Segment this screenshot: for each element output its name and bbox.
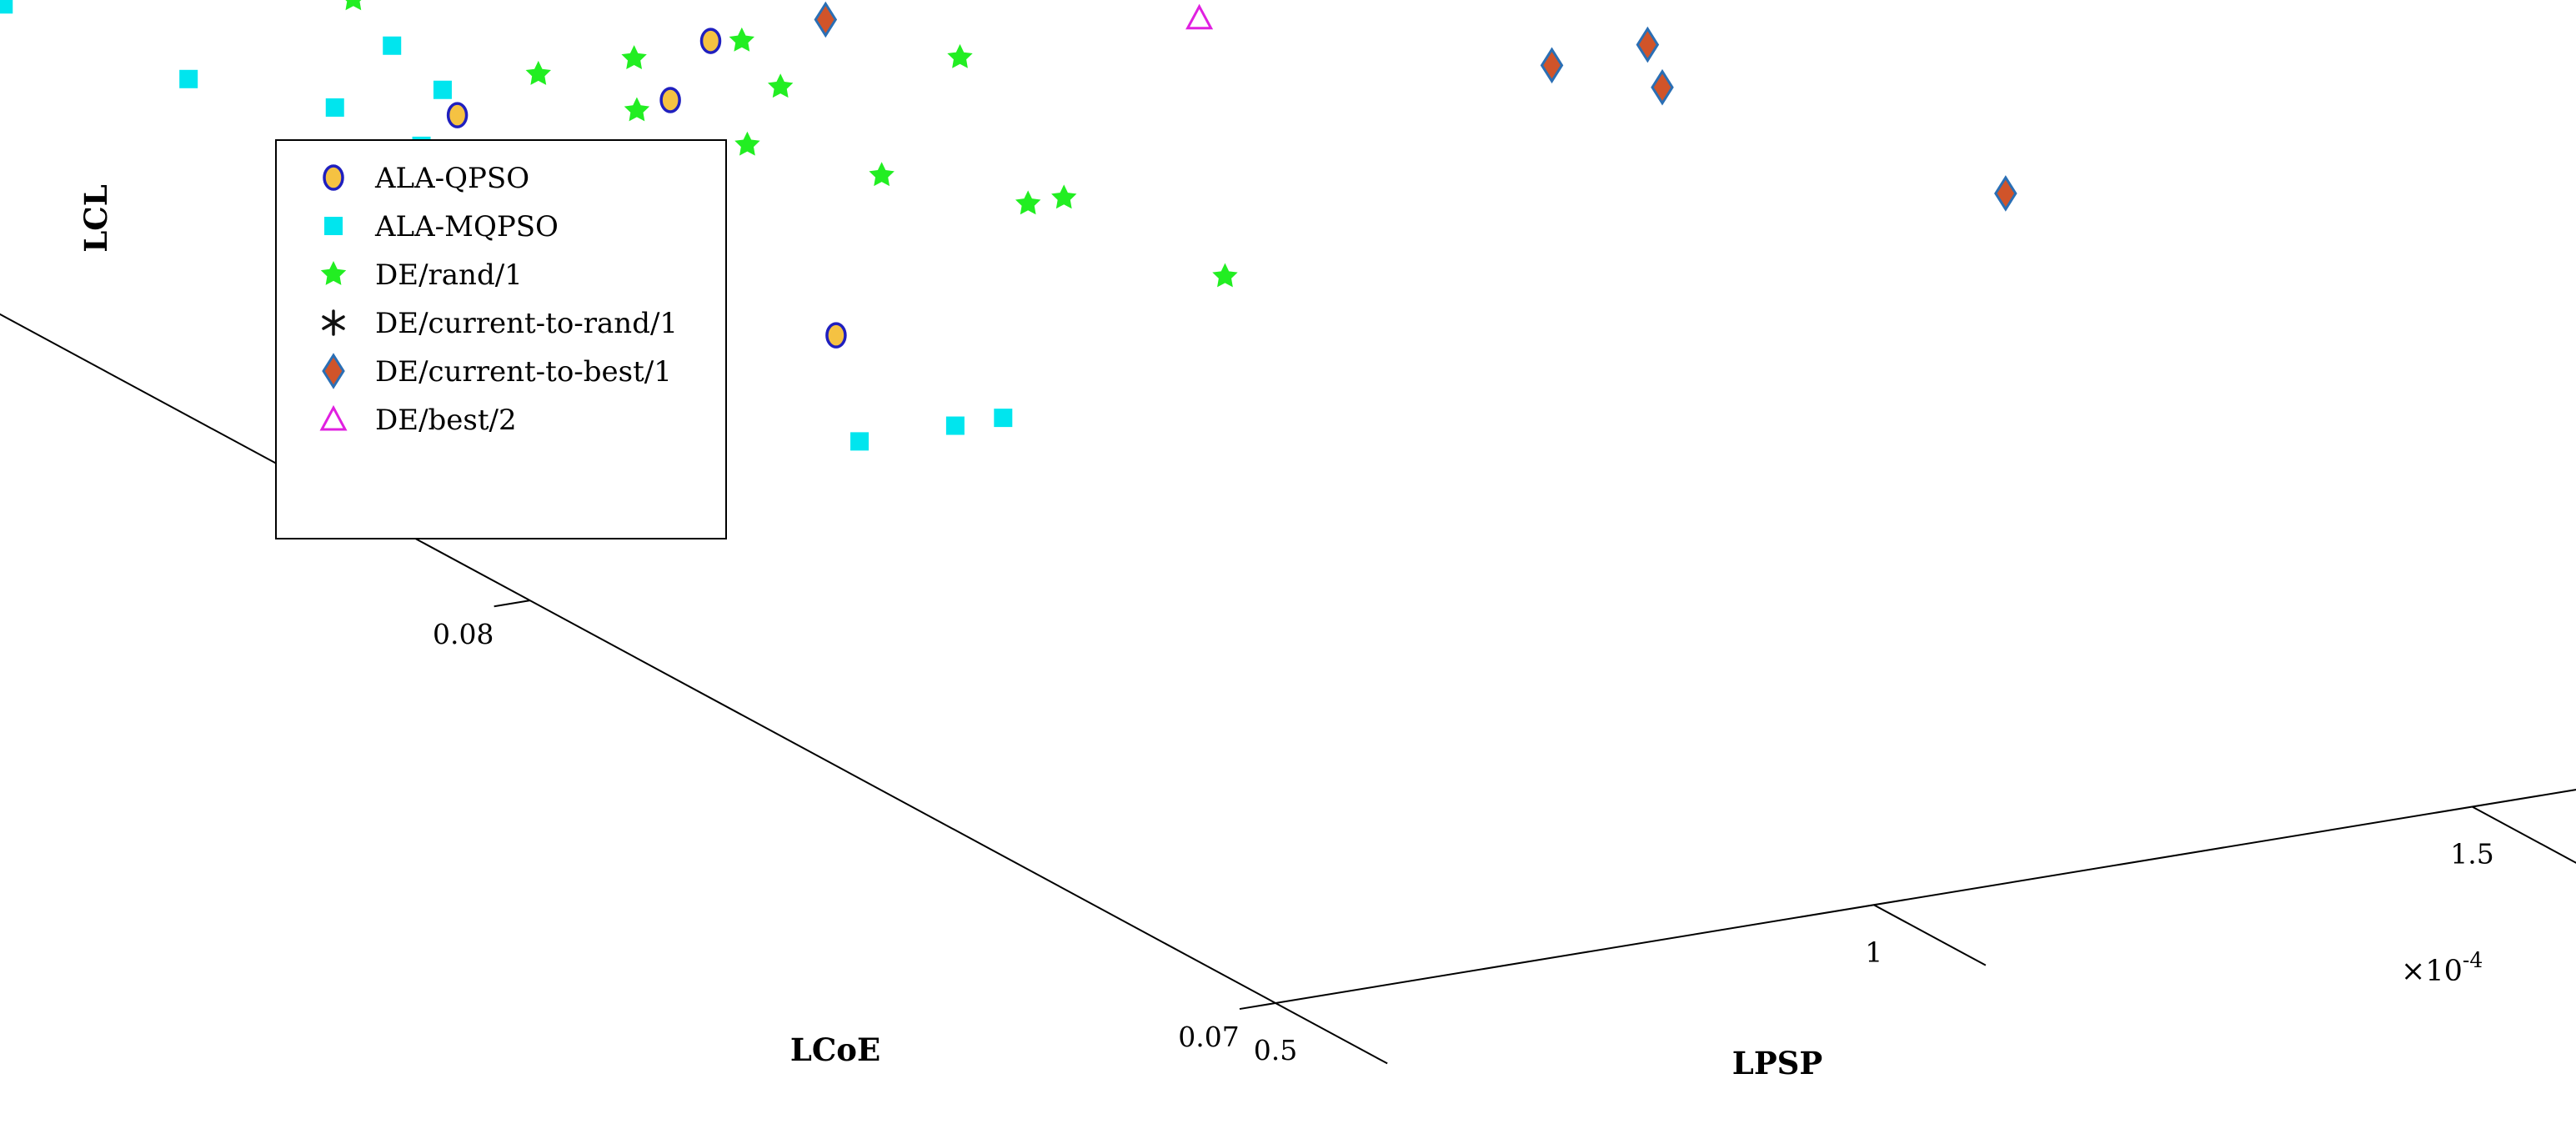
data-point-circle <box>699 28 722 54</box>
legend-label: DE/current-to-rand/1 <box>375 307 678 340</box>
x-tick-label: 1 <box>1865 936 1882 968</box>
y-axis-label: LCoE <box>790 1031 880 1068</box>
data-point-star <box>734 131 760 156</box>
x-axis-multiplier-exponent: -4 <box>2463 948 2483 972</box>
data-point-star <box>1212 263 1238 288</box>
tick-labels: 0.511.50.070.080.090.10.110.120.130.1400… <box>433 618 2494 1066</box>
legend-label: ALA-MQPSO <box>374 210 559 243</box>
data-point-circle <box>659 87 681 113</box>
x-tick-mark <box>1873 904 1987 966</box>
data-point-square <box>179 69 198 88</box>
data-point-star <box>729 27 755 52</box>
data-point-square <box>325 98 344 117</box>
y-tick-label: 0.08 <box>433 618 494 650</box>
y-tick-mark <box>494 600 530 608</box>
data-point-square <box>383 36 402 55</box>
data-point-triangle <box>1186 5 1213 30</box>
data-point-square <box>945 416 965 435</box>
data-point-star <box>1015 190 1041 215</box>
data-point-diamond <box>814 2 837 37</box>
x-axis-multiplier: ×10-4 <box>2401 948 2483 988</box>
data-point-circle <box>446 102 469 128</box>
y-tick-label: 0.07 <box>1178 1021 1239 1053</box>
x-axis-label: LPSP <box>1732 1045 1822 1081</box>
legend-marker-square <box>324 217 343 235</box>
x-tick-label: 1.5 <box>2450 838 2493 871</box>
x-tick-label: 0.5 <box>1254 1034 1297 1066</box>
data-point-diamond <box>1541 48 1564 83</box>
legend: ALA-QPSO ALA-MQPSO DE/rand/1 DE/current-to-… <box>275 139 727 539</box>
series-ala-mqpso <box>0 0 1013 451</box>
y-tick-mark <box>1239 1002 1276 1011</box>
data-point-star <box>869 162 895 187</box>
x-tick-mark <box>1275 1002 1388 1065</box>
z-axis-label: LCL <box>78 184 114 252</box>
data-point-star <box>767 73 794 98</box>
series-de-best-2 <box>1186 5 1213 30</box>
data-point-star <box>340 0 367 11</box>
data-point-circle <box>825 322 847 349</box>
data-point-star <box>621 45 647 69</box>
x-tick-mark <box>2472 805 2576 864</box>
legend-label: DE/rand/1 <box>375 258 523 292</box>
x-axis-line <box>1275 789 2576 1004</box>
data-point-square <box>994 409 1013 428</box>
data-point-diamond <box>1994 176 2017 211</box>
data-point-star <box>624 97 650 122</box>
legend-label: DE/best/2 <box>375 404 517 437</box>
data-point-star <box>1051 184 1077 209</box>
data-point-star <box>525 60 551 85</box>
legend-label: DE/current-to-best/1 <box>375 355 672 389</box>
data-point-square <box>433 80 452 99</box>
x-axis-multiplier-base: ×10 <box>2401 955 2463 988</box>
data-point-square <box>850 432 870 451</box>
data-point-diamond <box>1636 28 1659 63</box>
legend-label: ALA-QPSO <box>374 162 529 195</box>
data-point-square <box>0 0 13 14</box>
legend-marker-circle <box>323 164 344 191</box>
legend-box <box>275 139 727 539</box>
data-point-diamond <box>1651 70 1674 105</box>
data-point-star <box>947 43 973 68</box>
